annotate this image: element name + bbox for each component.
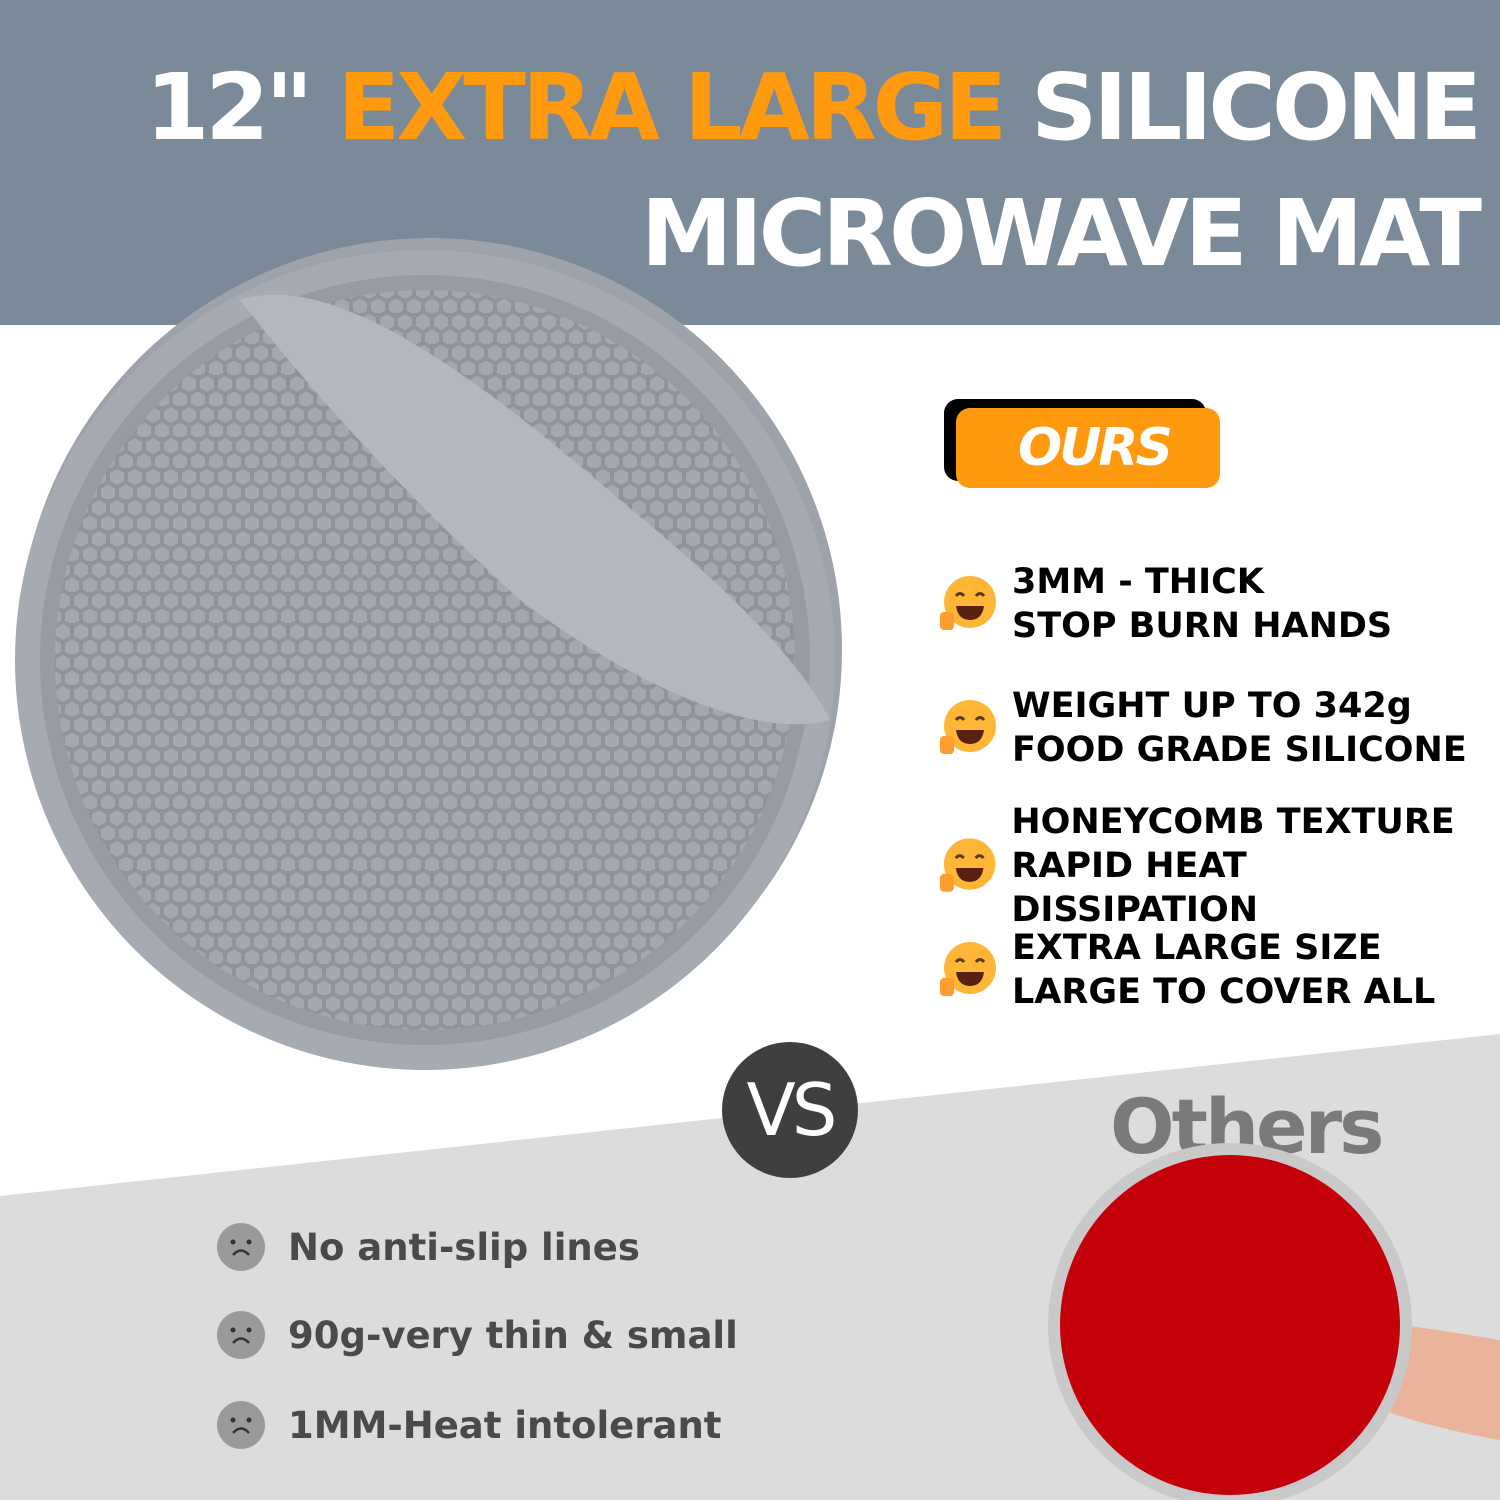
feature-line-1: HONEYCOMB TEXTURE [1011,802,1455,842]
title-accent: EXTRA LARGE [337,54,1007,161]
feature-item: WEIGHT UP TO 342g FOOD GRADE SILICONE [938,684,1467,772]
con-text: 1MM-Heat intolerant [288,1403,722,1447]
feature-line-2: STOP BURN HANDS [1012,606,1393,646]
ours-badge: OURS [956,408,1220,488]
sad-face-icon [217,1223,265,1271]
laughing-face-icon [940,942,996,996]
con-item: 1MM-Heat intolerant [216,1400,722,1450]
feature-line-2: FOOD GRADE SILICONE [1012,730,1467,770]
versus-badge: VS [722,1042,858,1178]
feature-item: EXTRA LARGE SIZE LARGE TO COVER ALL [938,926,1435,1014]
feature-item: HONEYCOMB TEXTURE RAPID HEAT DISSIPATION [938,800,1500,932]
sad-face-icon [217,1401,265,1449]
con-text: No anti-slip lines [288,1225,640,1269]
feature-line-1: WEIGHT UP TO 342g [1012,686,1412,726]
silicone-mat-image [15,238,842,1070]
feature-line-2: LARGE TO COVER ALL [1012,972,1436,1012]
laughing-face-icon [940,576,996,630]
feature-item: 3MM - THICK STOP BURN HANDS [938,560,1392,648]
con-item: 90g-very thin & small [216,1310,738,1360]
title-size: 12" [145,54,313,161]
title-material: SILICONE [1031,54,1482,161]
laughing-face-icon [940,700,996,754]
laughing-face-icon [939,838,996,892]
con-item: No anti-slip lines [216,1222,640,1272]
title-banner: 12" EXTRA LARGE SILICONE MICROWAVE MAT [0,0,1500,325]
feature-line-2: RAPID HEAT DISSIPATION [1011,846,1259,930]
feature-line-1: 3MM - THICK [1012,562,1264,602]
con-text: 90g-very thin & small [288,1313,738,1357]
competitor-mat-image [1048,1143,1500,1500]
sad-face-icon [217,1311,265,1359]
title-line-1: 12" EXTRA LARGE SILICONE [145,62,1482,154]
title-line-2: MICROWAVE MAT [640,180,1482,287]
feature-line-1: EXTRA LARGE SIZE [1012,928,1382,968]
